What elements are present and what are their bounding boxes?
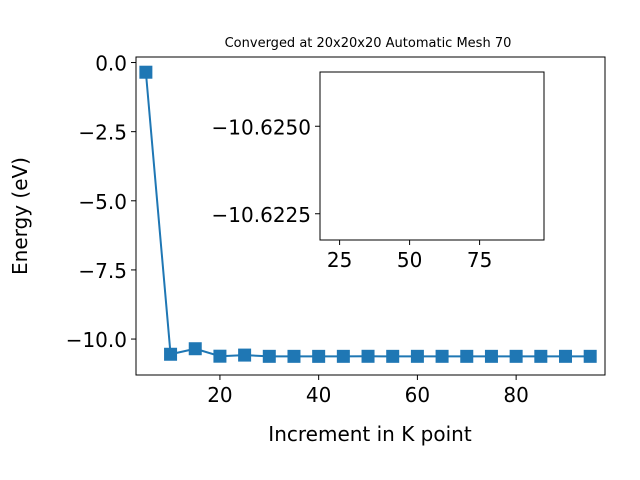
main-data-point [262, 349, 276, 363]
main-data-point [213, 349, 227, 363]
main-data-point [559, 349, 573, 363]
main-data-point [386, 349, 400, 363]
main-data-point [139, 65, 153, 79]
main-data-point [188, 342, 202, 356]
main-data-point [534, 349, 548, 363]
main-y-tick-label: 0.0 [95, 52, 127, 76]
main-data-point [484, 349, 498, 363]
main-y-tick-label: −7.5 [78, 259, 127, 283]
main-plot-frame [135, 56, 606, 376]
inset-plot-frame [319, 71, 545, 241]
main-data-point [336, 349, 350, 363]
main-data-point [460, 349, 474, 363]
main-data-point [238, 348, 252, 362]
inset-y-tick-label: −10.6250 [212, 115, 311, 139]
chart-title: Converged at 20x20x20 Automatic Mesh 70 [225, 36, 512, 51]
main-x-tick-label: 60 [405, 383, 430, 407]
main-data-point [509, 349, 523, 363]
main-x-tick-label: 20 [207, 383, 232, 407]
inset-y-tick-label: −10.6225 [212, 203, 311, 227]
main-data-point [410, 349, 424, 363]
y-axis-label: Energy (eV) [8, 157, 32, 275]
x-axis-label: Increment in K point [268, 422, 472, 446]
main-data-point [164, 347, 178, 361]
inset-x-tick-label: 25 [327, 248, 352, 272]
main-y-tick-label: −2.5 [78, 121, 127, 145]
inset-x-tick-label: 75 [467, 248, 492, 272]
main-y-tick-label: −10.0 [66, 328, 127, 352]
main-data-point [361, 349, 375, 363]
main-data-point [583, 349, 597, 363]
main-x-tick-label: 80 [503, 383, 528, 407]
main-y-tick-label: −5.0 [78, 190, 127, 214]
main-plot: 20 40 60 80 0.0 −2.5 −5.0 −7.5 −10.0 [66, 52, 606, 407]
main-data-point [312, 349, 326, 363]
main-data-point [435, 349, 449, 363]
inset-plot: 25 50 75 −10.6250 −10.6225 [212, 71, 545, 272]
inset-x-tick-label: 50 [397, 248, 422, 272]
main-x-tick-label: 40 [306, 383, 331, 407]
main-data-point [287, 349, 301, 363]
